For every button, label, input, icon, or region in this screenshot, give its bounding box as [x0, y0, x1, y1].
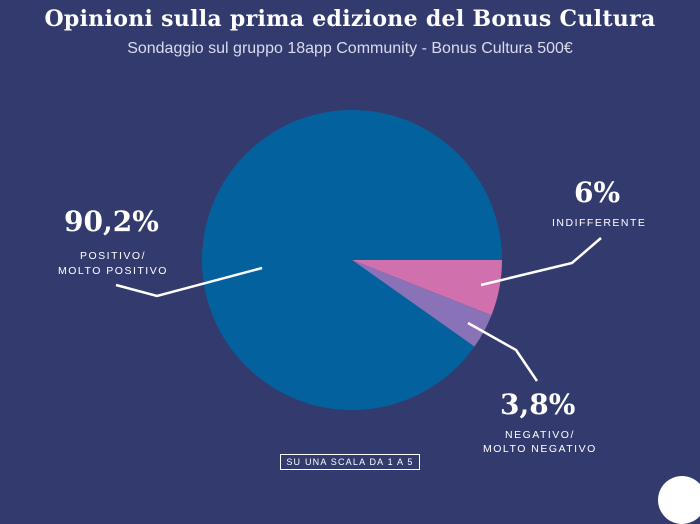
category-label-positive-line2: MOLTO POSITIVO: [58, 265, 168, 277]
leader-line-negative: [467, 321, 539, 382]
pie-slice-negative: [352, 260, 492, 347]
scale-footnote: SU UNA SCALA DA 1 A 5: [280, 454, 420, 470]
pct-label-indifferent: 6%: [574, 176, 621, 209]
pct-label-negative: 3,8%: [500, 388, 576, 421]
category-label-indifferent: INDIFFERENTE: [552, 217, 647, 229]
chart-title: Opinioni sulla prima edizione del Bonus …: [44, 6, 656, 32]
category-label-negative-line1: NEGATIVO/: [505, 429, 575, 441]
category-label-negative-line2: MOLTO NEGATIVO: [483, 443, 597, 455]
pie-slice-positive: [202, 109, 503, 410]
pie-slice-indifferent: [352, 260, 502, 316]
category-label-positive-line1: POSITIVO/: [80, 250, 147, 262]
leader-line-indifferent: [480, 237, 602, 287]
brand-logo: [658, 476, 700, 524]
pie-chart: [115, 109, 602, 410]
chart-subtitle: Sondaggio sul gruppo 18app Community - B…: [127, 40, 573, 57]
leader-line-positive: [115, 266, 263, 298]
pct-label-positive: 90,2%: [64, 205, 159, 238]
